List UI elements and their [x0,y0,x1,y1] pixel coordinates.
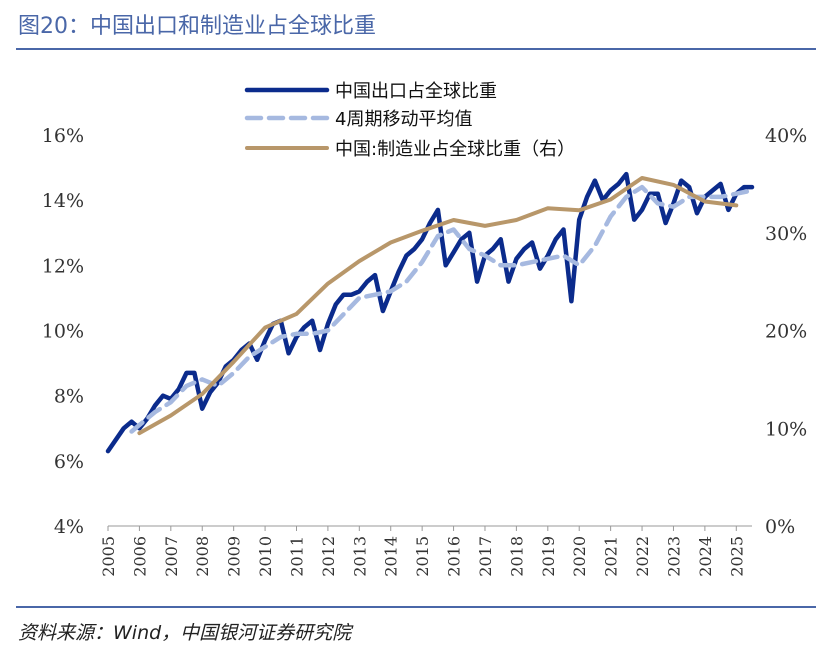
chart-axes: 4% 6% 8% 10% 12% 14% 16% 0% 10% 20% 30% 40% 2005 2006… [42,125,807,577]
x-tick-label: 2018 [507,536,526,577]
x-tick-label: 2011 [287,536,306,577]
y-left-tick-label: 16% [42,125,84,147]
y-right-tick-label: 20% [765,321,807,343]
x-tick-label: 2022 [633,536,652,577]
chart-title: 图20：中国出口和制造业占全球比重 [18,14,376,39]
x-tick-label: 2019 [539,536,558,577]
x-tick-label: 2014 [382,536,401,577]
legend-label-2: 4周期移动平均值 [335,109,472,130]
line-chart: 4% 6% 8% 10% 12% 14% 16% 0% 10% 20% 30% 40% 2005 2006… [42,81,807,577]
series-line-1 [105,171,755,454]
y-left-tick-label: 8% [54,386,84,408]
legend-label-3: 中国:制造业占全球比重（右） [335,139,575,160]
y-right-tick-label: 30% [765,223,807,245]
y-left-tick-label: 10% [42,321,84,343]
title-divider [16,48,816,50]
series-line-3 [137,176,739,436]
y-right-tick-label: 0% [765,516,795,538]
x-tick-label: 2007 [162,536,181,577]
x-tick-label: 2006 [130,536,149,577]
y-left-tick-label: 4% [54,516,84,538]
source-note: 资料来源：Wind，中国银河证券研究院 [18,622,352,644]
x-tick-label: 2025 [727,536,746,577]
chart-series [105,171,755,454]
x-tick-label: 2017 [476,536,495,577]
y-left-tick-label: 12% [42,255,84,277]
x-tick-label: 2005 [99,536,118,577]
x-tick-label: 2012 [319,536,338,577]
x-tick-label: 2015 [413,536,432,577]
series-line-2 [129,184,755,434]
y-left-tick-label: 6% [54,451,84,473]
y-right-tick-label: 40% [765,125,807,147]
x-tick-label: 2023 [664,536,683,577]
x-tick-label: 2008 [193,536,212,577]
legend-label-1: 中国出口占全球比重 [335,81,497,102]
x-tick-label: 2020 [570,536,589,577]
x-tick-label: 2021 [602,536,621,577]
x-tick-label: 2016 [445,536,464,577]
x-tick-label: 2013 [350,536,369,577]
x-tick-label: 2009 [225,536,244,577]
source-divider [16,606,816,608]
y-left-tick-label: 14% [42,190,84,212]
x-tick-label: 2010 [256,536,275,577]
x-tick-label: 2024 [696,536,715,577]
y-right-tick-label: 10% [765,418,807,440]
